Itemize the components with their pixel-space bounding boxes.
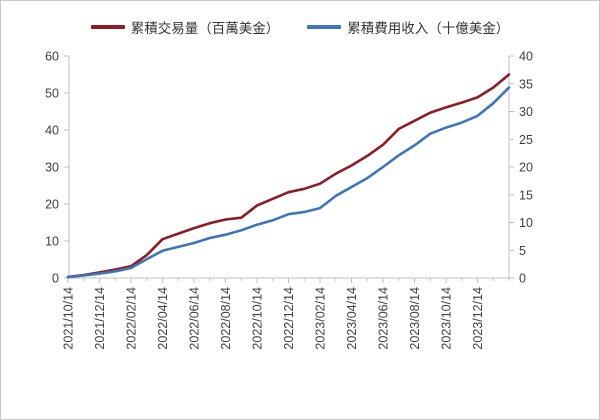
y-left-tick-label: 20 [45, 198, 59, 212]
y-left-tick-label: 40 [45, 124, 59, 138]
y-right-tick-label: 40 [519, 50, 533, 64]
y-left-tick-label: 60 [45, 50, 59, 64]
x-tick-label: 2023/12/14 [471, 287, 485, 350]
y-left-tick-label: 10 [45, 235, 59, 249]
series-line-2 [66, 86, 511, 279]
y-left-tick-label: 50 [45, 87, 59, 101]
y-right-tick-label: 25 [519, 133, 533, 147]
series-line-1 [66, 73, 511, 279]
x-tick-label: 2023/06/14 [377, 287, 391, 350]
y-right-tick-label: 15 [519, 188, 533, 202]
legend-label-volume: 累積交易量（百萬美金） [130, 21, 280, 36]
y-right-tick-label: 5 [519, 244, 526, 258]
x-tick-label: 2022/02/14 [125, 287, 139, 350]
x-tick-label: 2022/12/14 [282, 287, 296, 350]
x-tick-label: 2022/04/14 [156, 287, 170, 350]
x-tick-label: 2022/06/14 [188, 287, 202, 350]
y-axis-left: 0 10 20 30 40 50 60 [45, 50, 69, 286]
y-left-tick-label: 30 [45, 161, 59, 175]
x-tick-label: 2023/04/14 [345, 287, 359, 350]
x-tick-label: 2021/10/14 [62, 287, 76, 350]
chart-legend: 累積交易量（百萬美金） 累積費用收入（十億美金） [1, 17, 599, 37]
y-axis-right: 0 5 10 15 20 25 30 35 40 [509, 50, 533, 286]
y-right-tick-label: 35 [519, 77, 533, 91]
y-left-tick-label: 0 [52, 272, 59, 286]
axes [68, 56, 510, 279]
legend-line-swatch-blue [307, 25, 342, 29]
legend-label-fees: 累積費用收入（十億美金） [347, 21, 510, 36]
x-tick-label: 2022/10/14 [251, 287, 265, 350]
y-right-tick-label: 0 [519, 272, 526, 286]
y-right-tick-label: 20 [519, 161, 533, 175]
legend-item-fees: 累積費用收入（十億美金） [307, 17, 509, 37]
x-tick-label: 2023/02/14 [314, 287, 328, 350]
x-tick-label: 2023/10/14 [440, 287, 454, 350]
x-tick-label: 2022/08/14 [219, 287, 233, 350]
x-tick-label: 2023/08/14 [408, 287, 422, 350]
x-tick-label: 2021/12/14 [93, 287, 107, 350]
legend-line-swatch-red [90, 25, 125, 29]
y-right-tick-label: 30 [519, 105, 533, 119]
legend-item-volume: 累積交易量（百萬美金） [90, 17, 280, 37]
y-right-tick-label: 10 [519, 216, 533, 230]
x-axis: 2021/10/14 2021/12/14 2022/02/14 2022/04/14… [62, 278, 510, 350]
